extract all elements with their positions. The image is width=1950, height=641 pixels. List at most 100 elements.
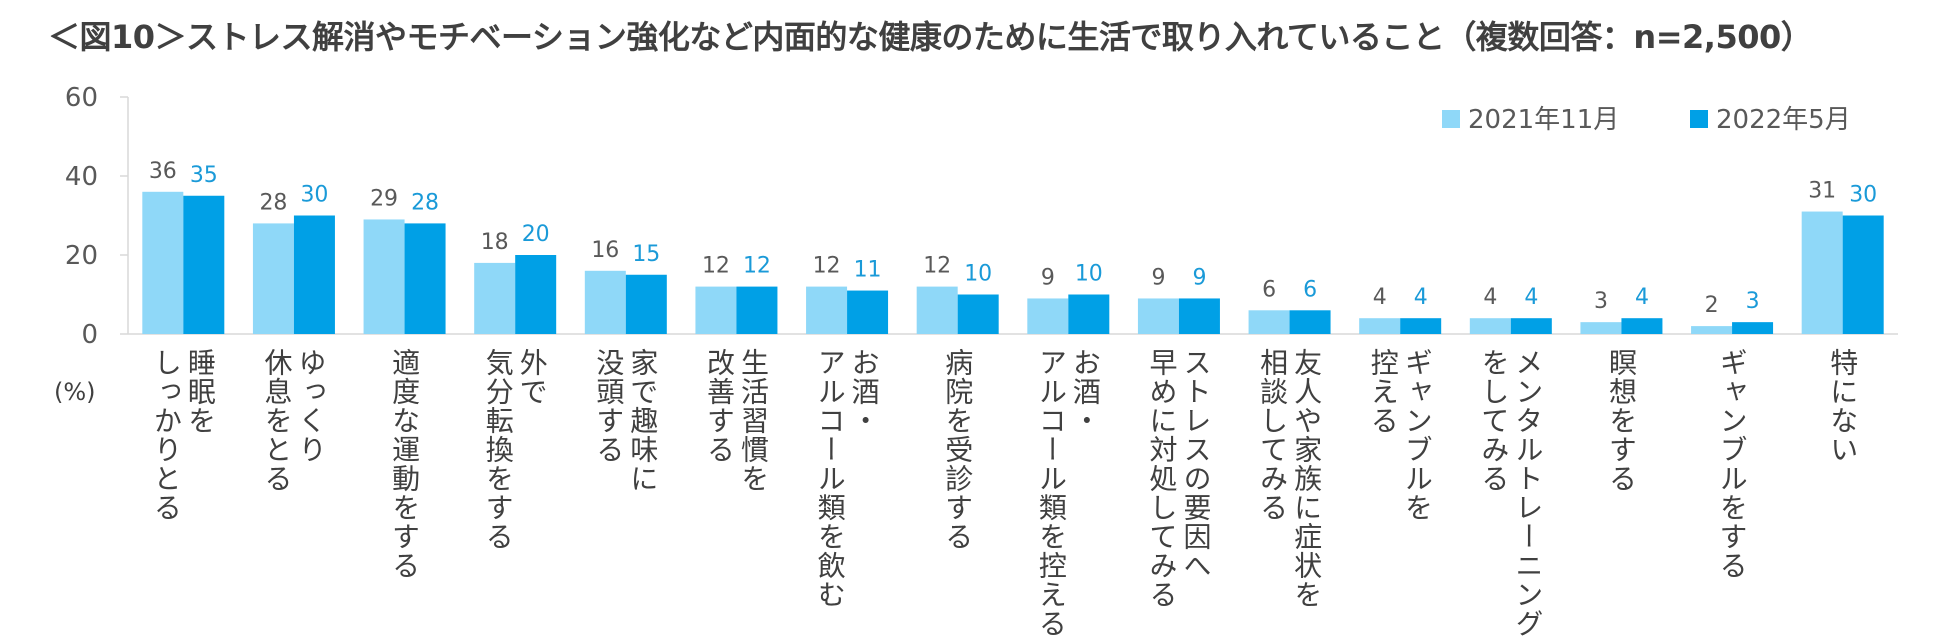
category-label: しっかりとる <box>150 348 183 522</box>
category-label: アルコール類を飲む <box>814 348 847 609</box>
value-label: 12 <box>923 254 951 279</box>
bar-nov2021 <box>1359 318 1401 334</box>
bar-may2022 <box>1732 322 1774 334</box>
legend-label: 2022年5月 <box>1716 105 1851 135</box>
category-label: 改善する <box>703 348 736 464</box>
value-label: 4 <box>1414 285 1428 310</box>
category-label: お酒・ <box>1069 348 1102 435</box>
legend: 2021年11月 2022年5月 <box>1442 105 1851 135</box>
category-label: 休息をとる <box>260 348 293 493</box>
category-label: をしてみる <box>1477 348 1510 493</box>
value-label: 18 <box>481 230 509 255</box>
value-label: 4 <box>1483 285 1497 310</box>
bar-may2022 <box>957 294 999 334</box>
category-label: 相談してみる <box>1256 348 1289 522</box>
value-label: 20 <box>522 222 550 247</box>
bar-may2022 <box>625 274 667 334</box>
value-label: 12 <box>743 254 771 279</box>
category-label: ストレスの要因へ <box>1179 348 1212 580</box>
value-label: 15 <box>632 242 660 267</box>
value-label: 35 <box>190 163 218 188</box>
category-label: お酒・ <box>848 348 881 435</box>
bar-may2022 <box>1400 318 1442 334</box>
value-label: 28 <box>259 190 287 215</box>
bar-may2022 <box>1510 318 1552 334</box>
value-label: 30 <box>300 183 328 208</box>
value-label: 2 <box>1705 293 1719 318</box>
bar-may2022 <box>736 286 778 334</box>
value-label: 9 <box>1192 265 1206 290</box>
category-label: 気分転換をする <box>482 348 515 551</box>
bar-nov2021 <box>1248 310 1290 334</box>
bar-may2022 <box>1178 298 1220 334</box>
value-label-layer: 36 35 28 30 29 28 18 20 16 15 12 12 12 11 12 10 9 10 9 9 6 6 4… <box>149 159 1877 318</box>
unit-label: (%) <box>54 378 96 406</box>
bar-nov2021 <box>695 286 737 334</box>
bar-may2022 <box>847 290 889 334</box>
bar-nov2021 <box>1801 211 1843 334</box>
bar-nov2021 <box>252 223 294 334</box>
legend-swatch <box>1442 110 1460 128</box>
category-label: 家で趣味に <box>626 348 659 493</box>
value-label: 9 <box>1151 265 1165 290</box>
y-tick-label: 40 <box>65 162 98 192</box>
category-label: 瞑想をする <box>1605 348 1638 493</box>
category-label: 生活習慣を <box>737 348 770 493</box>
category-label: ギャンブルをする <box>1716 348 1749 580</box>
value-label: 4 <box>1524 285 1538 310</box>
value-label: 6 <box>1262 277 1276 302</box>
bar-nov2021 <box>1580 322 1622 334</box>
category-label: 適度な運動をする <box>388 348 421 580</box>
bar-nov2021 <box>1469 318 1511 334</box>
category-label: 特にない <box>1826 348 1859 464</box>
value-label: 28 <box>411 190 439 215</box>
category-label: 睡眠を <box>184 348 217 435</box>
category-label: 外で <box>516 348 549 406</box>
bar-layer <box>142 191 1884 334</box>
category-label: メンタルトレーニング <box>1511 348 1544 638</box>
value-label: 3 <box>1594 289 1608 314</box>
bar-nov2021 <box>1137 298 1179 334</box>
value-label: 10 <box>964 262 992 287</box>
value-label: 4 <box>1635 285 1649 310</box>
category-label: 早めに対処してみる <box>1145 348 1178 609</box>
y-tick-label: 60 <box>65 83 98 113</box>
category-label: 病院を受診する <box>941 348 974 551</box>
chart-title: ＜図10＞ストレス解消やモチベーション強化など内面的な健康のために生活で取り入れ… <box>48 18 1813 56</box>
bar-nov2021 <box>363 219 405 334</box>
category-label: ギャンブルを <box>1401 348 1434 522</box>
bar-may2022 <box>1289 310 1331 334</box>
value-label: 36 <box>149 159 177 184</box>
value-label: 30 <box>1849 183 1877 208</box>
bar-nov2021 <box>584 270 626 334</box>
value-label: 3 <box>1746 289 1760 314</box>
value-label: 4 <box>1373 285 1387 310</box>
value-label: 11 <box>854 258 882 283</box>
category-label: 友人や家族に症状を <box>1290 348 1323 609</box>
category-label: 控える <box>1367 348 1400 435</box>
bar-nov2021 <box>1027 298 1069 334</box>
value-label: 10 <box>1075 262 1103 287</box>
bar-nov2021 <box>916 286 958 334</box>
legend-label: 2021年11月 <box>1468 105 1619 135</box>
bar-may2022 <box>183 195 225 334</box>
bar-nov2021 <box>474 262 516 334</box>
bar-may2022 <box>1842 215 1884 334</box>
bar-nov2021 <box>142 191 184 334</box>
bar-may2022 <box>1068 294 1110 334</box>
bar-nov2021 <box>806 286 848 334</box>
value-label: 9 <box>1041 265 1055 290</box>
value-label: 12 <box>702 254 730 279</box>
bar-may2022 <box>293 215 335 334</box>
value-label: 12 <box>813 254 841 279</box>
category-label: ゆっくり <box>294 348 327 464</box>
legend-swatch <box>1690 110 1708 128</box>
value-label: 6 <box>1303 277 1317 302</box>
category-label: 没頭する <box>592 348 625 464</box>
y-tick-label: 20 <box>65 241 98 271</box>
bar-may2022 <box>515 255 557 334</box>
bar-nov2021 <box>1691 326 1733 334</box>
value-label: 29 <box>370 186 398 211</box>
